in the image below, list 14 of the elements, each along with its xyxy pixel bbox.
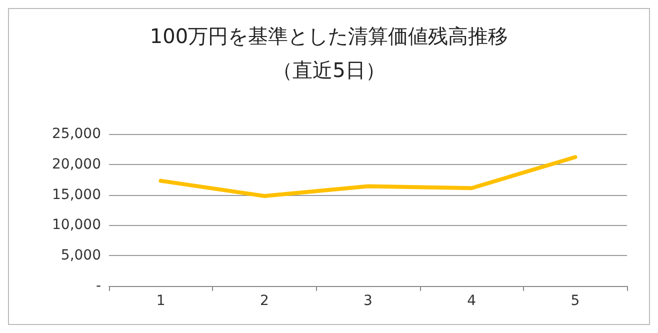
x-tick-label: 4 bbox=[467, 293, 476, 309]
line-series bbox=[158, 155, 578, 198]
y-tick-label: 5,000 bbox=[60, 248, 101, 264]
x-tick-label: 5 bbox=[570, 293, 580, 309]
x-tick-label: 3 bbox=[364, 293, 372, 309]
y-tick-label: 25,000 bbox=[52, 126, 101, 142]
chart-title: 100万円を基準とした清算価値残高推移 bbox=[150, 24, 508, 48]
chart-subtitle: （直近5日） bbox=[272, 58, 386, 82]
y-tick-label: 10,000 bbox=[52, 217, 101, 234]
y-tick-label: 20,000 bbox=[52, 156, 101, 172]
x-tick-label: 1 bbox=[156, 293, 166, 309]
x-tick-label: 2 bbox=[260, 293, 269, 309]
y-tick-label: - bbox=[96, 278, 101, 294]
y-tick-label: 15,000 bbox=[52, 186, 101, 203]
